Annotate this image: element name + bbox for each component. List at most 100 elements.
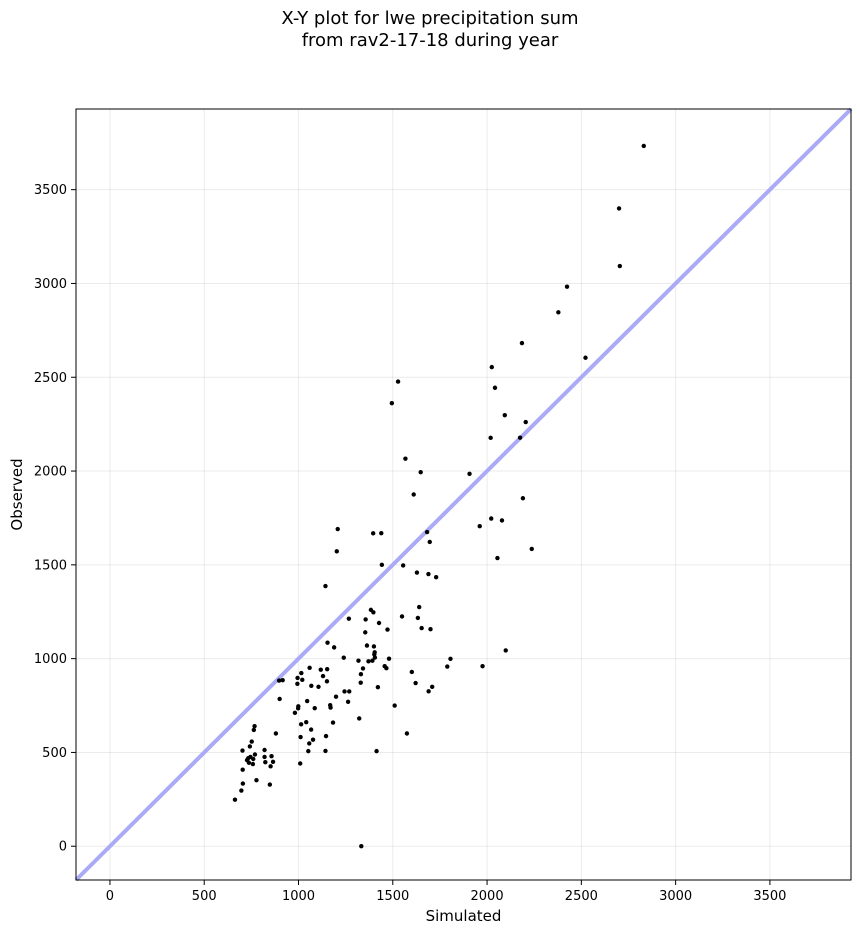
data-point [312, 705, 317, 711]
data-point [499, 518, 505, 523]
data-point [252, 752, 258, 757]
data-point [324, 666, 330, 672]
data-point [399, 614, 405, 619]
y-tick-label: 0 [59, 840, 67, 855]
data-point [331, 645, 337, 650]
data-point [489, 364, 494, 370]
x-tick-label: 1500 [376, 889, 409, 904]
data-point [307, 741, 312, 746]
data-point [424, 529, 430, 535]
data-point [502, 412, 507, 418]
data-point [529, 546, 534, 552]
data-point [415, 615, 421, 621]
data-point [247, 744, 253, 749]
data-point [357, 716, 362, 721]
data-point [250, 761, 256, 767]
data-point [335, 526, 340, 532]
data-point [366, 659, 371, 664]
data-point [495, 555, 500, 561]
data-point [523, 419, 528, 425]
data-point [616, 206, 622, 211]
data-point [306, 748, 311, 754]
data-point [341, 655, 346, 660]
data-point [418, 469, 423, 475]
data-point [254, 778, 259, 783]
data-point [232, 797, 238, 802]
y-tick-label: 3500 [34, 183, 67, 198]
data-point [292, 710, 298, 716]
data-point [295, 675, 300, 681]
data-point [503, 648, 508, 653]
one-to-one-reference-line [74, 107, 853, 882]
x-axis-ticks: 0 500 1000 1500 2000 2500 3000 3500 [106, 880, 786, 904]
data-point [347, 689, 352, 694]
data-point [384, 666, 389, 671]
data-point [345, 699, 351, 704]
data-point [428, 626, 433, 632]
data-point [262, 754, 267, 760]
data-point [426, 571, 431, 577]
y-tick-label: 500 [42, 746, 67, 761]
data-point [445, 664, 450, 669]
data-point [375, 684, 381, 690]
data-point [520, 496, 526, 501]
data-point [262, 747, 267, 753]
data-point [346, 616, 352, 621]
data-point [240, 748, 245, 753]
data-point [304, 698, 310, 704]
data-point [320, 673, 326, 679]
data-point [363, 617, 368, 622]
data-point [400, 563, 406, 568]
data-point [273, 731, 279, 736]
data-point [328, 705, 333, 710]
data-point [641, 143, 646, 149]
data-point [379, 530, 384, 536]
data-point [358, 672, 364, 677]
data-point [372, 655, 378, 660]
data-point [300, 677, 305, 683]
y-tick-label: 1000 [34, 652, 67, 667]
data-point [416, 604, 422, 610]
data-point [310, 737, 316, 742]
data-point [251, 727, 257, 733]
chart-title-line-1: X-Y plot for lwe precipitation sum [281, 8, 579, 29]
data-point [370, 531, 376, 536]
data-point [240, 767, 245, 772]
x-tick-label: 2500 [565, 889, 598, 904]
data-point [356, 658, 361, 663]
data-point [268, 764, 273, 769]
data-point [309, 683, 314, 689]
data-point [252, 723, 257, 729]
data-point [409, 669, 415, 675]
x-tick-label: 2000 [471, 889, 504, 904]
x-tick-label: 0 [106, 889, 114, 904]
data-point [323, 583, 328, 589]
data-point [392, 703, 397, 708]
y-tick-label: 1500 [34, 558, 67, 573]
data-point [249, 739, 254, 744]
data-point [299, 670, 304, 676]
data-point [316, 684, 321, 689]
data-point [371, 610, 376, 615]
data-point [240, 781, 246, 786]
data-point [296, 704, 301, 709]
data-point [372, 650, 377, 655]
data-point [385, 627, 390, 632]
data-point [358, 680, 363, 685]
data-point [370, 658, 375, 663]
data-point [333, 694, 339, 699]
data-point [371, 644, 377, 649]
data-point [379, 562, 385, 568]
data-point [617, 263, 623, 269]
data-point [404, 731, 410, 736]
data-point [298, 722, 304, 727]
y-axis-label: Observed [8, 458, 26, 530]
data-point [334, 549, 339, 554]
data-points [232, 143, 646, 849]
y-tick-label: 2000 [34, 465, 67, 480]
data-point [376, 620, 382, 626]
x-tick-label: 500 [192, 889, 217, 904]
data-point [433, 575, 439, 580]
plot-area-frame [75, 108, 852, 881]
